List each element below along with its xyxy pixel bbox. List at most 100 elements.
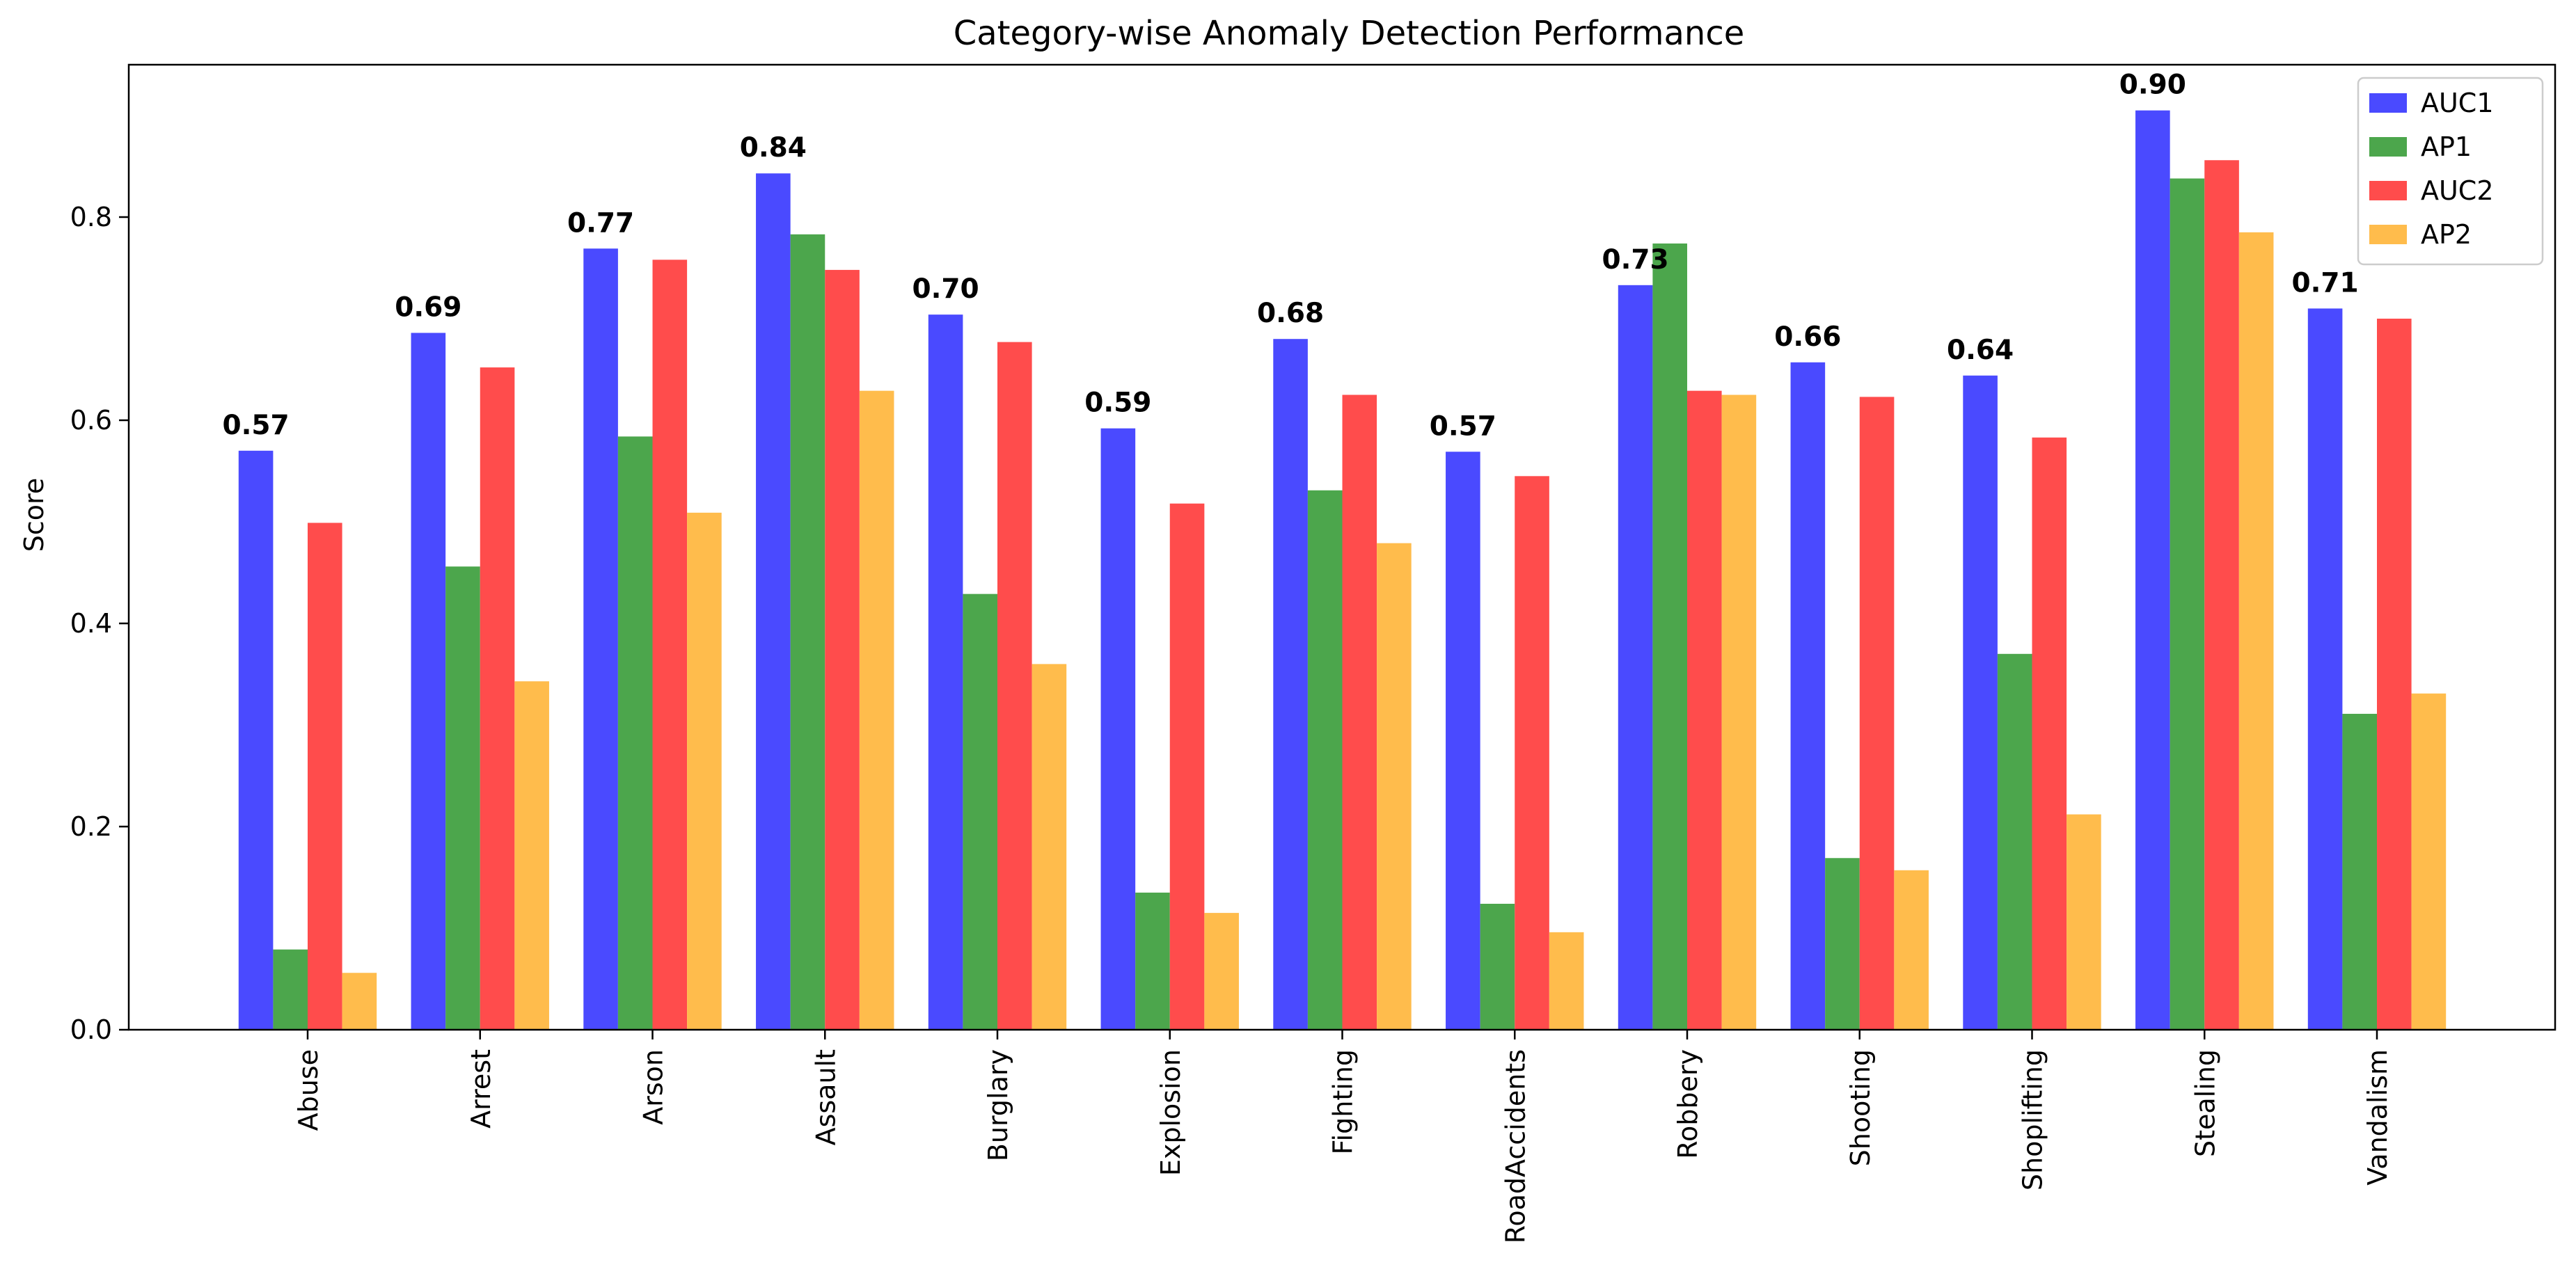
bar-ap2-assault xyxy=(859,390,894,1030)
x-tick-label-vandalism: Vandalism xyxy=(2362,1049,2393,1186)
bar-ap1-stealing xyxy=(2170,178,2205,1030)
bar-ap1-roadaccidents xyxy=(1480,903,1515,1030)
bar-ap1-shooting xyxy=(1825,858,1860,1030)
data-label-shoplifting: 0.64 xyxy=(1947,335,2014,366)
bar-ap1-explosion xyxy=(1135,892,1170,1030)
bars-layer xyxy=(238,110,2447,1030)
x-tick-label-assault: Assault xyxy=(810,1049,841,1145)
y-tick-label: 0.0 xyxy=(70,1014,112,1045)
bar-ap2-arson xyxy=(687,512,722,1030)
y-tick-label: 0.4 xyxy=(70,608,112,639)
bar-ap1-robbery xyxy=(1652,243,1687,1030)
bar-auc1-burglary xyxy=(928,314,963,1030)
data-label-stealing: 0.90 xyxy=(2119,70,2186,101)
legend-label-auc1: AUC1 xyxy=(2421,88,2494,118)
data-labels-layer: 0.57 0.69 0.77 0.84 0.70 0.59 0.68 0.57 0.73 0.66… xyxy=(222,70,2358,443)
bar-ap2-stealing xyxy=(2238,232,2274,1030)
data-label-shooting: 0.66 xyxy=(1774,321,1841,353)
bar-auc1-stealing xyxy=(2135,110,2170,1030)
legend-label-auc2: AUC2 xyxy=(2421,175,2494,206)
bar-auc1-shooting xyxy=(1790,362,1826,1030)
bar-auc2-abuse xyxy=(308,523,342,1030)
x-tick-label-stealing: Stealing xyxy=(2190,1049,2220,1157)
bar-ap1-assault xyxy=(790,234,825,1030)
y-axis: 0.0 0.2 0.4 0.6 0.8 xyxy=(70,202,129,1045)
bar-auc2-shoplifting xyxy=(2032,437,2067,1030)
bar-ap2-vandalism xyxy=(2411,693,2447,1030)
bar-ap1-arson xyxy=(617,436,653,1030)
bar-ap2-roadaccidents xyxy=(1549,932,1584,1030)
x-tick-label-arrest: Arrest xyxy=(466,1049,496,1129)
y-tick-label: 0.6 xyxy=(70,405,112,436)
legend-label-ap2: AP2 xyxy=(2421,219,2472,250)
legend-swatch-ap2 xyxy=(2369,225,2407,244)
y-tick-label: 0.2 xyxy=(70,811,112,842)
data-label-explosion: 0.59 xyxy=(1084,388,1151,419)
legend-swatch-ap1 xyxy=(2369,137,2407,157)
bar-ap1-fighting xyxy=(1307,490,1343,1030)
bar-auc2-roadaccidents xyxy=(1515,476,1549,1030)
data-label-roadaccidents: 0.57 xyxy=(1430,411,1496,442)
bar-ap1-burglary xyxy=(963,593,997,1030)
bar-ap2-arrest xyxy=(514,681,549,1030)
x-tick-label-robbery: Robbery xyxy=(1673,1049,1703,1159)
bar-auc1-robbery xyxy=(1618,285,1653,1030)
bar-auc1-roadaccidents xyxy=(1446,452,1480,1030)
legend-swatch-auc2 xyxy=(2369,181,2407,200)
bar-auc2-explosion xyxy=(1169,503,1205,1030)
x-tick-label-explosion: Explosion xyxy=(1155,1049,1186,1176)
data-label-assault: 0.84 xyxy=(740,132,807,164)
data-label-abuse: 0.57 xyxy=(222,410,289,441)
data-label-fighting: 0.68 xyxy=(1257,298,1324,329)
bar-auc2-arrest xyxy=(480,367,515,1030)
y-tick-label: 0.8 xyxy=(70,202,112,232)
bar-auc2-shooting xyxy=(1859,397,1895,1030)
bar-auc2-stealing xyxy=(2204,160,2239,1030)
bar-ap1-arrest xyxy=(445,566,480,1030)
bar-ap1-vandalism xyxy=(2342,713,2377,1030)
data-label-arrest: 0.69 xyxy=(395,292,461,323)
chart-title: Category-wise Anomaly Detection Performa… xyxy=(954,14,1745,53)
legend: AUC1 AP1 AUC2 AP2 xyxy=(2357,77,2544,266)
x-tick-label-burglary: Burglary xyxy=(983,1049,1013,1161)
x-tick-label-fighting: Fighting xyxy=(1328,1049,1359,1155)
bar-auc2-robbery xyxy=(1687,390,1722,1030)
bar-auc2-assault xyxy=(825,269,860,1030)
bar-ap1-shoplifting xyxy=(1997,653,2032,1030)
bar-auc2-fighting xyxy=(1342,395,1377,1030)
data-label-burglary: 0.70 xyxy=(912,273,979,305)
bar-ap2-shoplifting xyxy=(2067,814,2101,1030)
data-label-arson: 0.77 xyxy=(567,207,634,239)
bar-auc2-arson xyxy=(652,260,688,1030)
bar-auc2-vandalism xyxy=(2377,319,2412,1030)
bar-ap1-abuse xyxy=(273,949,308,1030)
data-label-robbery: 0.73 xyxy=(1602,244,1668,276)
bar-ap2-abuse xyxy=(342,973,377,1030)
bar-ap2-burglary xyxy=(1032,664,1067,1030)
bar-auc1-vandalism xyxy=(2307,308,2343,1030)
y-axis-label: Score xyxy=(19,478,49,552)
x-tick-label-shoplifting: Shoplifting xyxy=(2018,1049,2048,1190)
x-tick-label-shooting: Shooting xyxy=(1845,1049,1876,1166)
legend-label-ap1: AP1 xyxy=(2421,132,2472,162)
bar-ap2-fighting xyxy=(1377,543,1412,1030)
bar-auc1-fighting xyxy=(1273,339,1308,1030)
x-tick-label-arson: Arson xyxy=(638,1049,669,1125)
bar-auc1-shoplifting xyxy=(1963,375,1998,1030)
data-label-vandalism: 0.71 xyxy=(2291,267,2358,298)
bar-auc1-arson xyxy=(583,248,618,1030)
legend-box xyxy=(2357,77,2544,266)
bar-ap2-shooting xyxy=(1894,870,1929,1030)
plot-frame xyxy=(127,63,2557,1031)
x-tick-label-abuse: Abuse xyxy=(293,1049,324,1131)
x-axis: Abuse Arrest Arson Assault Burglary Explosion… xyxy=(293,1030,2393,1243)
bar-auc2-burglary xyxy=(997,342,1032,1030)
bar-auc1-assault xyxy=(756,173,791,1030)
legend-swatch-auc1 xyxy=(2369,93,2407,113)
bar-auc1-abuse xyxy=(238,450,274,1030)
x-tick-label-roadaccidents: RoadAccidents xyxy=(1500,1049,1531,1243)
bar-auc1-arrest xyxy=(411,333,446,1030)
bar-ap2-explosion xyxy=(1204,913,1239,1030)
bar-ap2-robbery xyxy=(1721,395,1757,1030)
